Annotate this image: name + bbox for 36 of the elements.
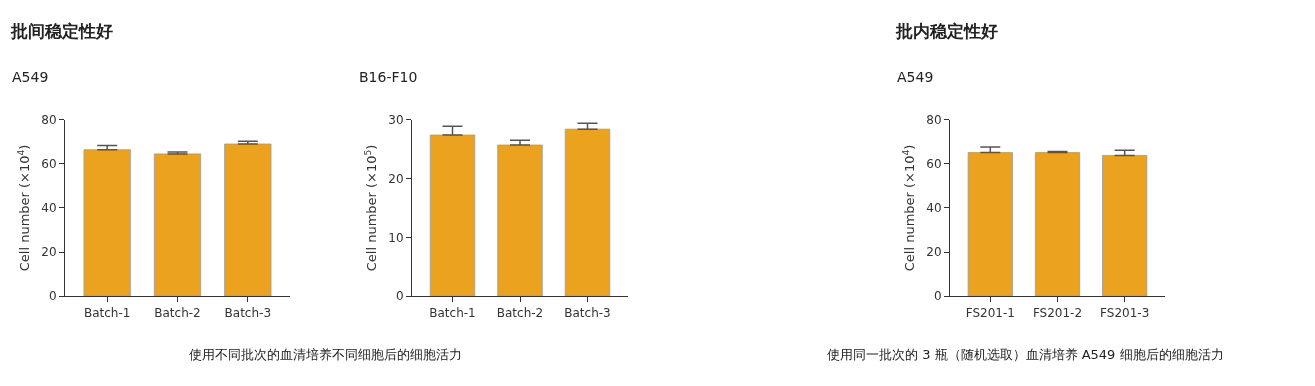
bar [564, 128, 611, 297]
y-tick-label: 80 [926, 112, 942, 127]
text: 批间稳定性好 [10, 21, 113, 41]
bar [224, 143, 272, 297]
x-tick-label: Batch-2 [154, 305, 201, 320]
x-tick-label: Batch-1 [83, 305, 131, 320]
text: 使用不同批次的血清培养不同细胞后的细胞活力 [189, 347, 462, 362]
x-tick-label: Batch-1 [429, 305, 476, 320]
bar [83, 149, 131, 297]
y-tick-label: 80 [41, 112, 57, 127]
y-tick-label: 40 [41, 201, 57, 216]
text: 批内稳定性好 [895, 21, 998, 41]
y-tick-label: 40 [926, 201, 942, 216]
chart-title: A549 [12, 69, 49, 85]
y-tick-label: 20 [388, 171, 404, 186]
y-tick-label: 30 [388, 112, 404, 127]
x-tick-label: Batch-2 [496, 305, 544, 320]
chart-title: A549 [897, 69, 934, 85]
bar [497, 144, 543, 297]
y-tick-label: 0 [933, 289, 942, 304]
y-tick-label: 10 [388, 230, 404, 245]
y-tick-label: 20 [926, 245, 942, 260]
y-tick-label: 60 [926, 157, 942, 172]
chart-title: B16-F10 [359, 69, 418, 85]
x-tick-label: Batch-3 [224, 305, 272, 320]
y-tick-label: 0 [395, 289, 404, 304]
x-tick-label: FS201-2 [1032, 305, 1083, 320]
x-tick-label: Batch-3 [564, 305, 611, 320]
x-tick-label: FS201-1 [965, 305, 1015, 320]
bar [429, 134, 476, 297]
text: 使用同一批次的 3 瓶（随机选取）血清培养 A549 细胞后的细胞活力 [827, 347, 1224, 362]
y-tick-label: 0 [48, 289, 57, 304]
y-tick-label: 20 [41, 245, 57, 260]
bar [153, 153, 202, 297]
x-tick-label: FS201-3 [1100, 305, 1150, 320]
y-tick-label: 60 [41, 157, 57, 172]
